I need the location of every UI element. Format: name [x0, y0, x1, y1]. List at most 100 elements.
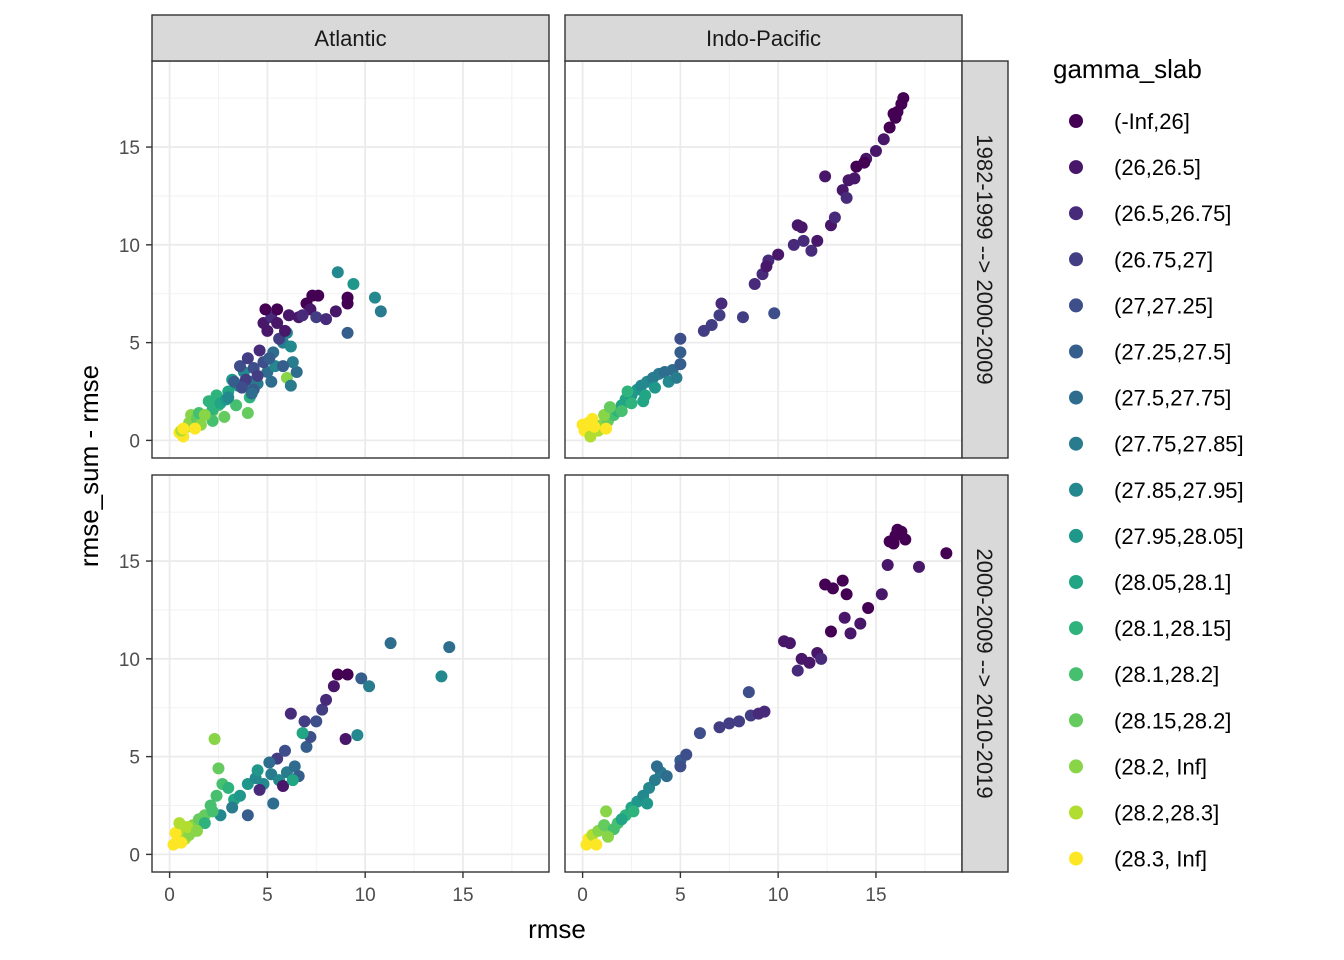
data-point: [263, 352, 276, 365]
data-point: [881, 558, 894, 571]
data-point: [838, 611, 851, 624]
legend-item: (27.75,27.85]: [1069, 432, 1244, 457]
legend-key: [1069, 298, 1083, 313]
data-point: [241, 407, 254, 420]
data-point: [245, 387, 258, 400]
legend-item: (28.05,28.1]: [1069, 570, 1231, 595]
data-point: [189, 422, 202, 435]
legend-item: (27.25,27.5]: [1069, 340, 1231, 365]
data-point: [603, 401, 616, 414]
data-point: [288, 760, 301, 773]
legend-key: [1069, 575, 1083, 589]
data-point: [828, 211, 841, 224]
data-point: [226, 801, 239, 814]
data-point: [234, 360, 247, 373]
data-point: [768, 307, 781, 320]
data-point: [887, 537, 900, 550]
legend-key: [1069, 851, 1083, 866]
legend-label: (27,27.25]: [1114, 293, 1213, 318]
strip-label-atlantic: Atlantic: [314, 26, 386, 51]
data-point: [713, 309, 726, 322]
data-point: [713, 721, 726, 734]
data-point: [899, 533, 912, 546]
data-point: [443, 641, 456, 654]
data-point: [858, 156, 871, 169]
gridlines: [152, 475, 549, 872]
data-point: [173, 817, 186, 830]
data-point: [627, 805, 640, 818]
y-tick-label: 10: [119, 236, 140, 257]
data-point: [290, 365, 303, 378]
x-tick-label: 15: [452, 885, 473, 906]
legend-key: [1069, 390, 1083, 405]
data-point: [316, 703, 329, 716]
data-point: [208, 733, 221, 746]
data-point: [198, 408, 211, 421]
data-point: [748, 277, 761, 290]
data-point: [844, 627, 857, 640]
x-tick-label: 0: [577, 885, 588, 906]
data-point: [241, 809, 254, 822]
data-point: [783, 637, 796, 650]
y-tick-label: 15: [119, 552, 140, 573]
data-point: [811, 234, 824, 247]
legend-label: (28.2, Inf]: [1114, 754, 1207, 779]
y-tick-label: 0: [129, 431, 140, 452]
data-point: [897, 92, 910, 105]
y-tick-label: 15: [119, 138, 140, 159]
data-point: [298, 715, 311, 728]
legend-label: (-Inf,26]: [1114, 109, 1190, 134]
data-point: [742, 686, 755, 699]
data-point: [650, 760, 663, 773]
data-point: [787, 238, 800, 251]
legend-item: (28.1,28.2]: [1069, 662, 1219, 687]
y-axis-title: rmse_sum - rmse: [74, 365, 104, 567]
data-point: [680, 748, 693, 761]
panel-indo-pacific-top: [564, 60, 963, 459]
data-point: [715, 297, 728, 310]
legend-label: (28.05,28.1]: [1114, 570, 1231, 595]
panel-border: [151, 474, 550, 873]
legend-key: [1069, 805, 1083, 820]
data-point: [175, 836, 188, 849]
strip-label-indo-pacific: Indo-Pacific: [706, 26, 821, 51]
data-point: [351, 729, 364, 742]
data-point: [363, 680, 376, 693]
x-tick-label: 15: [865, 885, 886, 906]
data-point: [296, 727, 309, 740]
data-point: [648, 381, 661, 394]
legend-label: (26.75,27]: [1114, 247, 1213, 272]
data-point: [705, 319, 718, 332]
legend-label: (28.15,28.2]: [1114, 708, 1231, 733]
legend-item: (27.5,27.75]: [1069, 386, 1231, 411]
legend-key: [1069, 667, 1083, 682]
strip-label-row-bottom: 2000-2009 --> 2010-2019: [972, 548, 997, 798]
data-point: [284, 340, 297, 353]
data-point: [284, 707, 297, 720]
legend-label: (27.25,27.5]: [1114, 340, 1231, 365]
data-points: [580, 523, 953, 851]
data-point: [284, 379, 297, 392]
axes: 0 5 10 15 0 5 10 15 0 5 10 15 0 5 10 15: [119, 138, 887, 906]
data-point: [253, 783, 266, 796]
data-point: [674, 358, 687, 371]
x-tick-label: 0: [164, 885, 175, 906]
legend-item: (-Inf,26]: [1069, 109, 1190, 134]
x-tick-label: 5: [675, 885, 686, 906]
data-point: [674, 332, 687, 345]
data-point: [641, 797, 654, 810]
data-point: [327, 680, 340, 693]
legend-label: (28.1,28.2]: [1114, 662, 1219, 687]
legend-item: (27,27.25]: [1069, 293, 1213, 318]
data-point: [374, 305, 387, 318]
legend-label: (27.5,27.75]: [1114, 386, 1231, 411]
panel-indo-pacific-bottom: [564, 474, 963, 873]
data-point: [848, 172, 861, 185]
data-point: [883, 121, 896, 134]
data-point: [234, 789, 247, 802]
data-point: [341, 668, 354, 681]
data-point: [331, 266, 344, 279]
data-point: [278, 744, 291, 757]
legend-entries: (-Inf,26] (26,26.5] (26.5,26.75] (26.75,27]…: [1069, 109, 1244, 872]
data-point: [312, 289, 325, 302]
